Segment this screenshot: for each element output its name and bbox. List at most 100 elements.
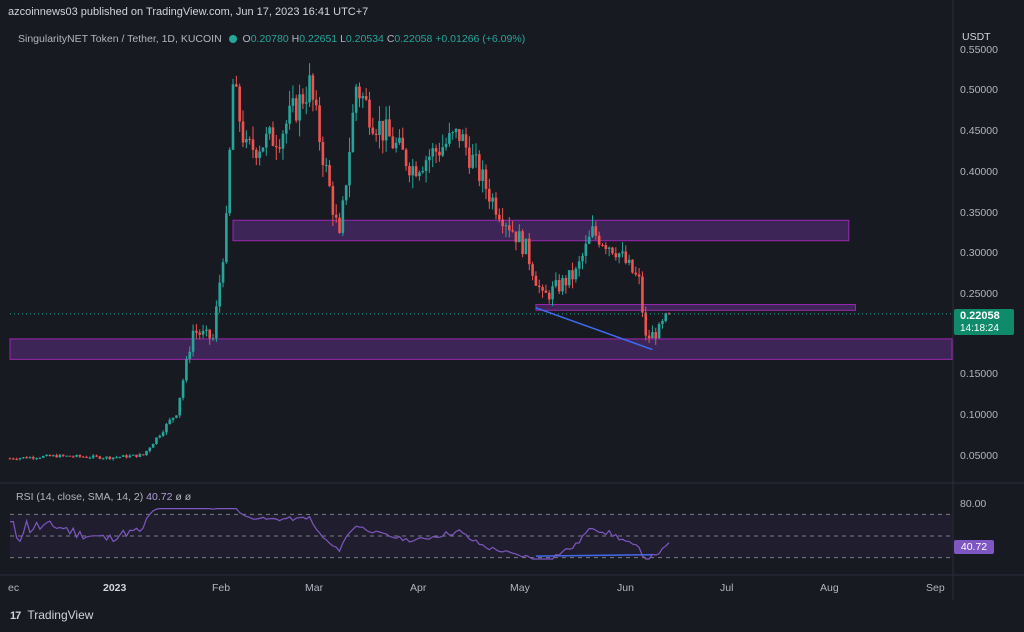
candle-body xyxy=(178,397,182,416)
candle-body xyxy=(185,358,188,381)
candle-body xyxy=(527,238,531,265)
candle-body xyxy=(354,86,358,113)
time-tick: Aug xyxy=(820,582,839,594)
candle-body xyxy=(458,128,461,141)
candle-body xyxy=(12,458,15,460)
candle-body xyxy=(65,455,68,457)
rsi-tick-80: 80.00 xyxy=(960,498,987,510)
candle-body xyxy=(311,75,315,100)
candle-body xyxy=(634,272,638,275)
rsi-legend-extra: ø xyxy=(184,491,192,503)
candle-body xyxy=(131,454,135,456)
candle-body xyxy=(324,165,328,167)
time-tick: Apr xyxy=(410,582,427,594)
candle-body xyxy=(198,332,202,335)
candle-body xyxy=(577,261,581,269)
candle-body xyxy=(521,231,524,255)
candle-body xyxy=(491,197,494,202)
candle-body xyxy=(474,154,478,156)
rsi-line xyxy=(10,508,670,560)
price-tick: 0.30000 xyxy=(960,247,998,259)
tradingview-logo-icon: 17 xyxy=(10,610,21,622)
candle-body xyxy=(41,456,45,458)
candle-body xyxy=(554,280,558,287)
candle-body xyxy=(358,86,361,99)
candle-body xyxy=(451,132,455,134)
time-tick: Sep xyxy=(926,582,945,594)
candle-body xyxy=(88,457,92,459)
candle-body xyxy=(431,148,435,157)
candle-body xyxy=(601,244,604,246)
candle-body xyxy=(61,454,65,456)
candle-body xyxy=(281,133,285,149)
time-tick: Feb xyxy=(212,582,231,594)
candle-body xyxy=(238,86,241,122)
candle-body xyxy=(567,270,571,286)
candle-body xyxy=(71,456,75,458)
candle-body xyxy=(105,456,108,459)
symbol-name: SingularityNET Token / Tether, 1D, KUCOI… xyxy=(18,33,222,45)
price-tick: 0.45000 xyxy=(960,125,998,137)
currency-label: USDT xyxy=(962,31,991,43)
high-value: 0.22651 xyxy=(299,33,338,45)
candle-body xyxy=(151,443,155,448)
candle-body xyxy=(141,454,145,456)
high-label: H xyxy=(291,33,300,45)
candle-body xyxy=(381,120,385,141)
candle-body xyxy=(201,330,205,335)
time-tick: Jul xyxy=(720,582,734,594)
candle-body xyxy=(168,419,172,424)
candle-body xyxy=(421,170,425,173)
candle-body xyxy=(165,423,168,433)
candle-body xyxy=(111,457,115,460)
candle-body xyxy=(501,219,504,227)
candle-body xyxy=(95,455,98,457)
candle-body xyxy=(274,145,278,148)
candle-body xyxy=(571,270,574,280)
candle-body xyxy=(128,455,132,458)
candle-body xyxy=(161,432,165,436)
candle-body xyxy=(537,285,541,288)
candle-body xyxy=(657,324,661,339)
candle-body xyxy=(98,456,102,459)
open-value: 0.20780 xyxy=(250,33,289,45)
candle-body xyxy=(231,84,235,150)
candle-body xyxy=(155,437,158,444)
candle-body xyxy=(504,225,508,227)
candle-body xyxy=(251,139,255,150)
candle-body xyxy=(438,151,441,156)
candle-body xyxy=(81,456,85,458)
close-value: 0.22058 xyxy=(394,33,433,45)
candle-body xyxy=(631,259,634,273)
candle-body xyxy=(414,166,418,177)
candle-body xyxy=(344,185,348,201)
tradingview-footer[interactable]: 17 TradingView xyxy=(10,608,93,622)
candle-body xyxy=(371,127,375,134)
candle-body xyxy=(591,226,594,237)
candle-body xyxy=(544,290,548,293)
support-resistance-zone xyxy=(535,304,856,311)
candle-body xyxy=(364,96,368,100)
candle-body xyxy=(584,243,588,256)
candle-body xyxy=(115,457,118,459)
candle-body xyxy=(158,435,162,438)
candle-body xyxy=(25,457,28,459)
candle-body xyxy=(265,133,268,148)
candle-body xyxy=(255,149,258,158)
candle-body xyxy=(418,172,421,177)
price-tick: 0.40000 xyxy=(960,166,998,178)
last-price-marker: 0.22058 14:18:24 xyxy=(954,309,1014,335)
candle-body xyxy=(488,188,491,202)
candle-body xyxy=(348,151,351,186)
candle-body xyxy=(45,454,48,457)
low-value: 0.20534 xyxy=(345,33,384,45)
candle-body xyxy=(607,247,611,249)
candle-body xyxy=(374,133,378,135)
symbol-ohlc-legend: SingularityNET Token / Tether, 1D, KUCOI… xyxy=(18,33,525,45)
candle-body xyxy=(401,137,405,150)
candle-body xyxy=(148,447,152,451)
candle-body xyxy=(314,99,318,106)
candle-body xyxy=(448,133,451,144)
candle-body xyxy=(531,264,534,276)
